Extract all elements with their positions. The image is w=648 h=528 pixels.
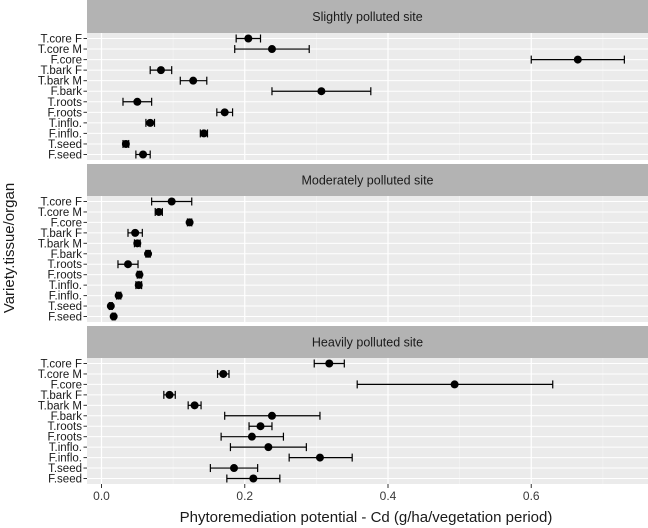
- category-label: F.inflo.: [49, 128, 82, 140]
- panel-title: Slightly polluted site: [312, 10, 423, 24]
- category-label: T.inflo.: [49, 118, 82, 130]
- data-point: [114, 291, 123, 300]
- category-label: T.bark M: [38, 400, 82, 412]
- data-point: [199, 129, 208, 138]
- data-point: [146, 118, 155, 127]
- data-point: [109, 312, 118, 321]
- panel-strip: [87, 326, 648, 358]
- data-point: [256, 422, 265, 431]
- data-point: [156, 66, 165, 75]
- data-point: [249, 474, 258, 483]
- data-point: [131, 228, 140, 237]
- category-label: T.core F: [40, 197, 82, 209]
- category-label: F.bark: [51, 249, 83, 261]
- data-point: [165, 390, 174, 399]
- category-label: F.roots: [47, 107, 82, 119]
- data-point: [573, 55, 582, 64]
- category-label: F.core: [51, 55, 82, 67]
- panel-strip: [87, 0, 648, 33]
- data-point: [106, 302, 115, 311]
- category-label: T.roots: [47, 259, 82, 271]
- category-label: T.core M: [38, 207, 82, 219]
- category-label: T.seed: [48, 301, 82, 313]
- category-label: T.inflo.: [49, 442, 82, 454]
- data-point: [230, 464, 239, 473]
- data-point: [267, 45, 276, 54]
- category-label: T.inflo.: [49, 280, 82, 292]
- x-tick-label: 0.4: [380, 489, 397, 503]
- data-point: [267, 411, 276, 420]
- category-label: F.roots: [47, 432, 82, 444]
- data-point: [144, 249, 153, 258]
- category-label: T.bark M: [38, 76, 82, 88]
- x-axis-title: Phytoremediation potential - Cd (g/ha/ve…: [180, 509, 553, 526]
- data-point: [185, 218, 194, 227]
- panel-2: Moderately polluted site T.core FT.core M…: [38, 164, 648, 324]
- data-point: [167, 197, 176, 206]
- data-point: [317, 87, 326, 96]
- panel-3: Heavily polluted site T.core FT.core MF.c…: [38, 326, 648, 486]
- data-point: [190, 401, 199, 410]
- category-label: T.roots: [47, 97, 82, 109]
- data-point: [133, 239, 142, 248]
- data-point: [134, 281, 143, 290]
- data-point: [135, 270, 144, 279]
- category-label: T.core F: [40, 359, 82, 371]
- data-point: [315, 453, 324, 462]
- category-label: T.seed: [48, 139, 82, 151]
- category-label: T.core M: [38, 369, 82, 381]
- data-point: [219, 369, 228, 378]
- y-axis-title: Variety.tissue/organ: [1, 183, 18, 313]
- data-point: [124, 260, 133, 269]
- panel-background: [87, 196, 648, 322]
- category-label: F.core: [51, 217, 82, 229]
- x-axis: 0.0 0.2 0.4 0.6: [93, 484, 540, 503]
- category-label: T.bark M: [38, 238, 82, 250]
- data-point: [325, 359, 334, 368]
- panel-background: [87, 33, 648, 160]
- category-label: F.inflo.: [49, 291, 82, 303]
- category-label: F.roots: [47, 270, 82, 282]
- x-tick-label: 0.0: [93, 489, 110, 503]
- data-point: [133, 97, 142, 106]
- category-label: T.seed: [48, 463, 82, 475]
- category-label: F.seed: [48, 474, 82, 486]
- panel-title: Heavily polluted site: [312, 336, 423, 350]
- data-point: [139, 150, 148, 159]
- data-point: [121, 139, 130, 148]
- x-tick-label: 0.2: [236, 489, 253, 503]
- data-point: [154, 207, 163, 216]
- x-tick-label: 0.6: [523, 489, 540, 503]
- category-label: F.seed: [48, 312, 82, 324]
- data-point: [244, 34, 253, 43]
- data-point: [189, 76, 198, 85]
- data-point: [264, 443, 273, 452]
- category-label: T.roots: [47, 421, 82, 433]
- category-label: T.bark F: [40, 390, 82, 402]
- data-point: [247, 432, 256, 441]
- data-point: [450, 380, 459, 389]
- data-point: [220, 108, 229, 117]
- category-label: F.seed: [48, 150, 82, 162]
- category-label: F.inflo.: [49, 453, 82, 465]
- category-label: F.core: [51, 379, 82, 391]
- category-label: F.bark: [51, 86, 83, 98]
- category-label: T.core F: [40, 34, 82, 46]
- panel-background: [87, 358, 648, 484]
- category-label: T.core M: [38, 44, 82, 56]
- category-label: T.bark F: [40, 65, 82, 77]
- category-label: T.bark F: [40, 228, 82, 240]
- panel-strip: [87, 164, 648, 196]
- category-label: F.bark: [51, 411, 83, 423]
- panel-title: Moderately polluted site: [301, 174, 433, 188]
